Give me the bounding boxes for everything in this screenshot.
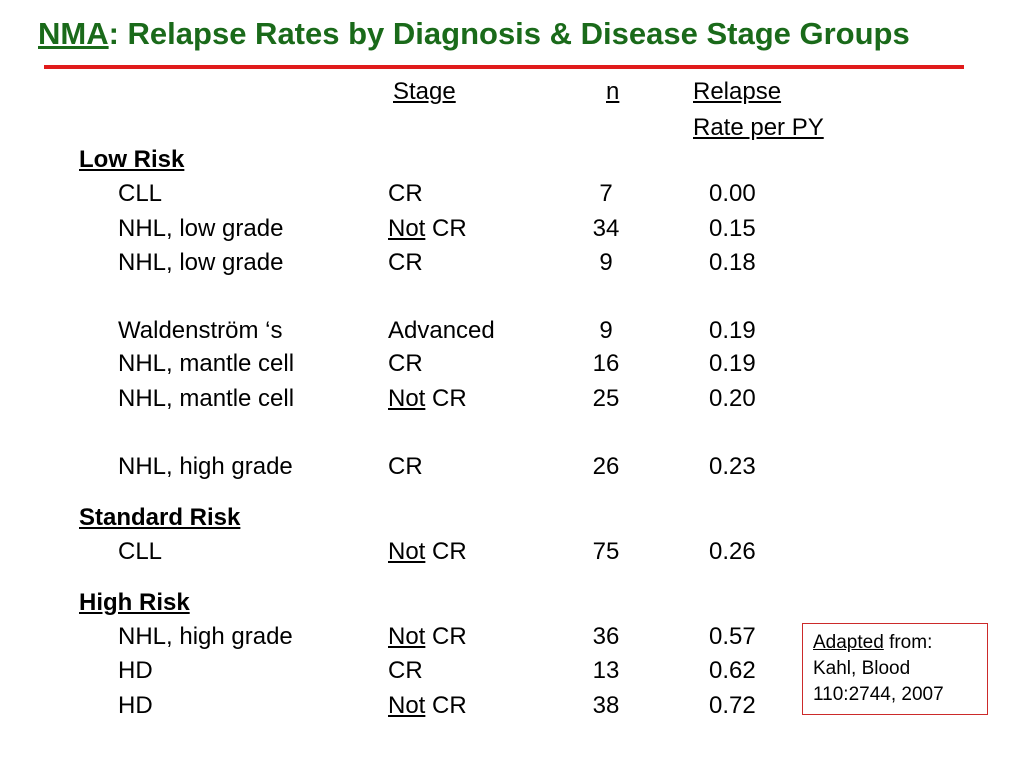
cell-diagnosis: NHL, low grade [118,249,284,276]
stage-not-emphasis: Not [388,385,426,412]
cell-stage: Not CR [388,623,467,651]
stage-value: CR [388,249,423,276]
slide-title: NMA: Relapse Rates by Diagnosis & Diseas… [38,16,910,52]
stage-value: CR [388,180,423,207]
note-line2: Kahl, Blood [813,658,911,679]
stage-not-emphasis: Not [388,538,426,565]
stage-value: CR [425,538,467,565]
cell-n: 38 [592,692,620,719]
stage-value: CR [425,623,467,650]
cell-n: 13 [592,657,620,684]
group-standard-risk: Standard Risk [79,504,241,531]
cell-stage: Not CR [388,538,467,566]
stage-value: CR [388,657,423,684]
note-from: from: [883,632,933,653]
cell-stage: CR [388,350,423,378]
stage-value: CR [425,692,467,719]
cell-n: 9 [599,317,613,344]
cell-stage: Not CR [388,692,467,720]
note-line3: 110:2744, 2007 [813,684,944,705]
cell-relapse-rate: 0.19 [709,350,756,377]
cell-n: 7 [599,180,613,207]
source-note: Adapted from: Kahl, Blood 110:2744, 2007 [802,623,988,715]
cell-diagnosis: NHL, high grade [118,623,293,650]
title-text: : Relapse Rates by Diagnosis & Disease S… [108,16,910,51]
cell-relapse-rate: 0.23 [709,453,756,480]
stage-value: CR [425,385,467,412]
cell-diagnosis: NHL, mantle cell [118,385,295,412]
cell-diagnosis: NHL, mantle cell [118,350,295,377]
cell-n: 36 [592,623,620,650]
stage-not-emphasis: Not [388,623,426,650]
stage-not-emphasis: Not [388,215,426,242]
title-acronym: NMA [38,16,109,51]
cell-n: 16 [592,350,620,377]
cell-relapse-rate: 0.19 [709,317,756,344]
cell-stage: CR [388,453,423,481]
group-low-risk: Low Risk [79,146,185,173]
cell-relapse-rate: 0.00 [709,180,756,207]
cell-relapse-rate: 0.26 [709,538,756,565]
note-line1: Adapted from: [813,630,977,656]
stage-value: Advanced [388,317,495,344]
cell-n: 75 [592,538,620,565]
cell-stage: CR [388,657,423,685]
cell-relapse-rate: 0.72 [709,692,756,719]
cell-diagnosis: HD [118,692,153,719]
cell-diagnosis: HD [118,657,153,684]
cell-relapse-rate: 0.20 [709,385,756,412]
note-adapted: Adapted [813,632,884,653]
stage-value: CR [388,350,423,377]
cell-stage: CR [388,180,423,208]
stage-not-emphasis: Not [388,692,426,719]
cell-n: 9 [599,249,613,276]
cell-stage: Not CR [388,385,467,413]
cell-diagnosis: NHL, high grade [118,453,293,480]
cell-diagnosis: CLL [118,538,163,565]
cell-relapse-rate: 0.57 [709,623,756,650]
cell-n: 25 [592,385,620,412]
stage-value: CR [388,453,423,480]
group-high-risk: High Risk [79,589,190,616]
header-stage: Stage [393,78,456,105]
cell-stage: Advanced [388,317,495,345]
cell-diagnosis: Waldenström ‘s [118,317,283,344]
title-divider [44,65,964,69]
stage-value: CR [425,215,467,242]
cell-relapse-rate: 0.18 [709,249,756,276]
cell-n: 26 [592,453,620,480]
header-n: n [606,78,620,105]
cell-diagnosis: CLL [118,180,163,207]
cell-stage: Not CR [388,215,467,243]
header-rate-line1: Relapse [693,78,782,105]
header-rate-line2: Rate per PY [693,114,824,141]
cell-relapse-rate: 0.62 [709,657,756,684]
cell-n: 34 [592,215,620,242]
cell-stage: CR [388,249,423,277]
cell-diagnosis: NHL, low grade [118,215,284,242]
cell-relapse-rate: 0.15 [709,215,756,242]
